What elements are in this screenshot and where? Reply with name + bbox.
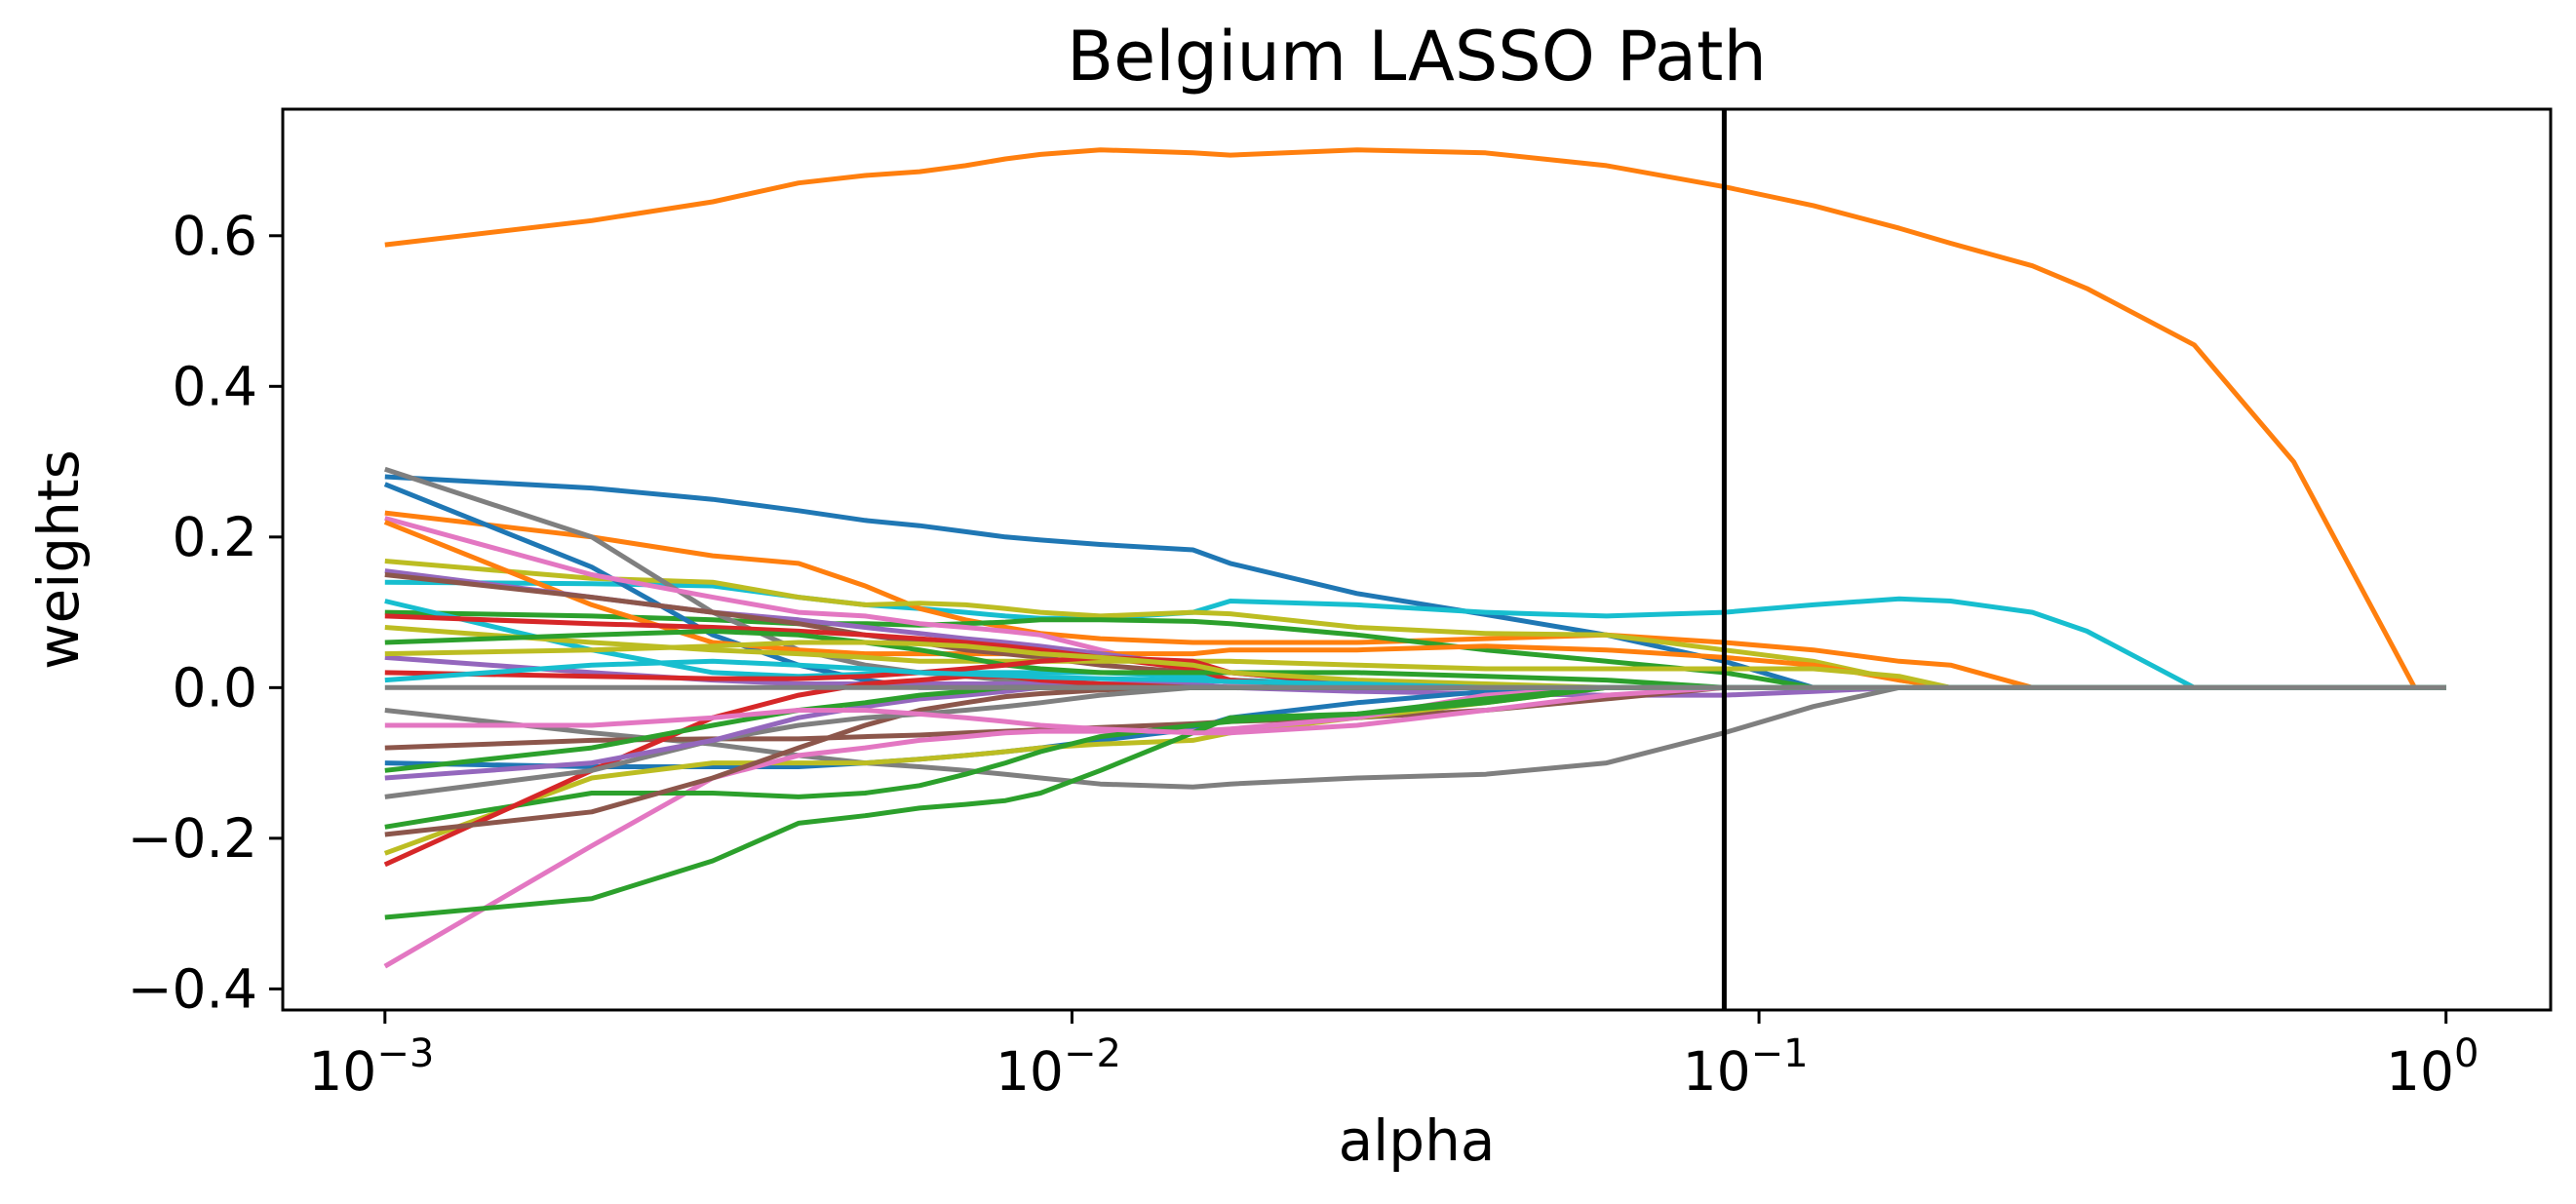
series-line-1 <box>384 147 2446 690</box>
y-tick-label: 0.6 <box>173 205 257 267</box>
x-tick-label: 10−2 <box>995 1031 1121 1103</box>
series-group <box>383 147 2446 969</box>
y-tick-label: −0.2 <box>127 807 257 870</box>
x-tick-label: 10−1 <box>1683 1031 1809 1103</box>
x-axis-ticks: 10−3 10−2 10−1 100 <box>308 1010 2478 1103</box>
x-tick-label: 100 <box>2386 1031 2478 1103</box>
y-tick-label: 0.4 <box>173 355 257 417</box>
x-axis-label: alpha <box>1339 1107 1496 1174</box>
y-axis-label: weights <box>25 449 92 670</box>
y-tick-label: 0.2 <box>173 506 257 568</box>
plot-area <box>383 109 2446 1010</box>
chart-title: Belgium LASSO Path <box>1067 17 1767 97</box>
plot-frame <box>281 107 2553 1012</box>
x-tick-label: 10−3 <box>308 1031 434 1103</box>
y-axis-ticks: 0.6 0.4 0.2 0.0 −0.2 −0.4 <box>127 205 283 1020</box>
y-tick-label: −0.4 <box>127 957 257 1020</box>
y-tick-label: 0.0 <box>173 656 257 719</box>
